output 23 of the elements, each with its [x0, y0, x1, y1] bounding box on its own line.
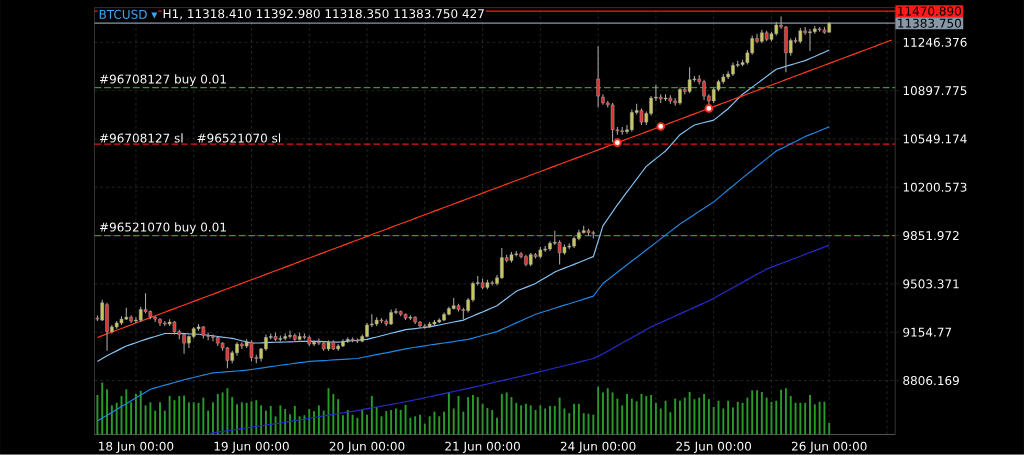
x-tick-label: 19 Jun 00:00	[214, 441, 289, 454]
y-tick-label: 10549.174	[903, 134, 967, 144]
ref-line-label: #96521070 buy 0.01	[99, 222, 226, 235]
x-tick-label: 21 Jun 00:00	[445, 441, 520, 454]
y-tick-label: 9851.972	[903, 231, 959, 241]
annotation: #96521070 sl	[197, 133, 281, 143]
x-tick-label: 20 Jun 00:00	[329, 441, 405, 454]
ref-line-label: #96708127 sl	[99, 133, 183, 143]
chart-title: BTCUSD ▾	[99, 9, 158, 20]
y-tick-label: 8806.169	[903, 376, 959, 386]
y-tick-label: 11246.376	[903, 37, 967, 47]
x-tick-label: 25 Jun 00:00	[676, 441, 752, 454]
x-tick-label: 26 Jun 00:00	[791, 441, 867, 454]
y-tick-label: 10200.573	[903, 182, 967, 192]
ref-line-label: #96708127 buy 0.01	[99, 74, 226, 87]
y-tick-label: 9154.77	[903, 327, 952, 337]
chart-subtitle: H1, 11318.410 11392.980 11318.350 11383.750 427	[163, 9, 484, 20]
x-tick-label: 18 Jun 00:00	[99, 441, 174, 454]
y-tick-label: 10897.775	[903, 86, 967, 96]
x-tick-label: 24 Jun 00:00	[560, 441, 636, 454]
y-tick-label: 9503.371	[903, 279, 959, 289]
ref-line-label: 11470.890	[898, 6, 961, 16]
ref-line-label: 11383.750	[898, 18, 961, 28]
